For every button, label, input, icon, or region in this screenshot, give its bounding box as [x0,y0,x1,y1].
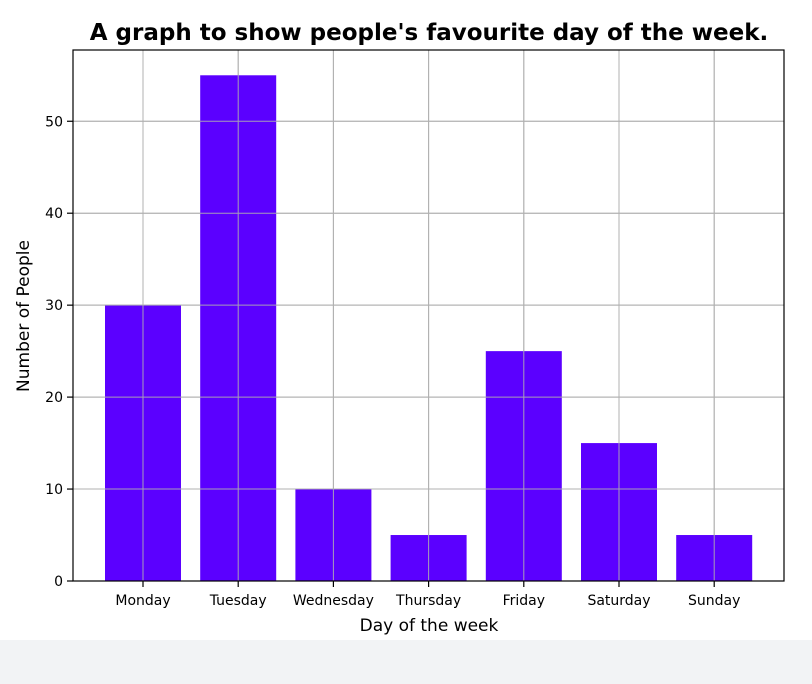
y-tick-label: 20 [45,390,63,406]
x-tick-label-tuesday: Tuesday [209,593,267,609]
y-axis-label: Number of People [14,240,34,392]
y-tick-label: 30 [45,298,63,314]
x-tick-label-friday: Friday [503,593,545,609]
bottom-band [0,640,812,684]
y-tick-label: 10 [45,482,63,498]
grid-lines-overlay [73,50,784,582]
x-axis-ticks: Monday Tuesday Wednesday Thursday Friday Satu… [115,581,740,609]
y-tick-label: 40 [45,206,63,222]
x-tick-label-sunday: Sunday [688,593,740,609]
x-tick-label-wednesday: Wednesday [293,593,374,609]
x-tick-label-thursday: Thursday [395,593,461,609]
x-tick-label-saturday: Saturday [587,593,650,609]
y-tick-label: 50 [45,114,63,130]
chart-title: A graph to show people's favourite day o… [90,20,769,46]
x-axis-label: Day of the week [360,616,499,636]
x-tick-label-monday: Monday [115,593,170,609]
y-axis-ticks: 0 10 20 30 40 50 [45,114,73,590]
y-tick-label: 0 [54,574,63,590]
